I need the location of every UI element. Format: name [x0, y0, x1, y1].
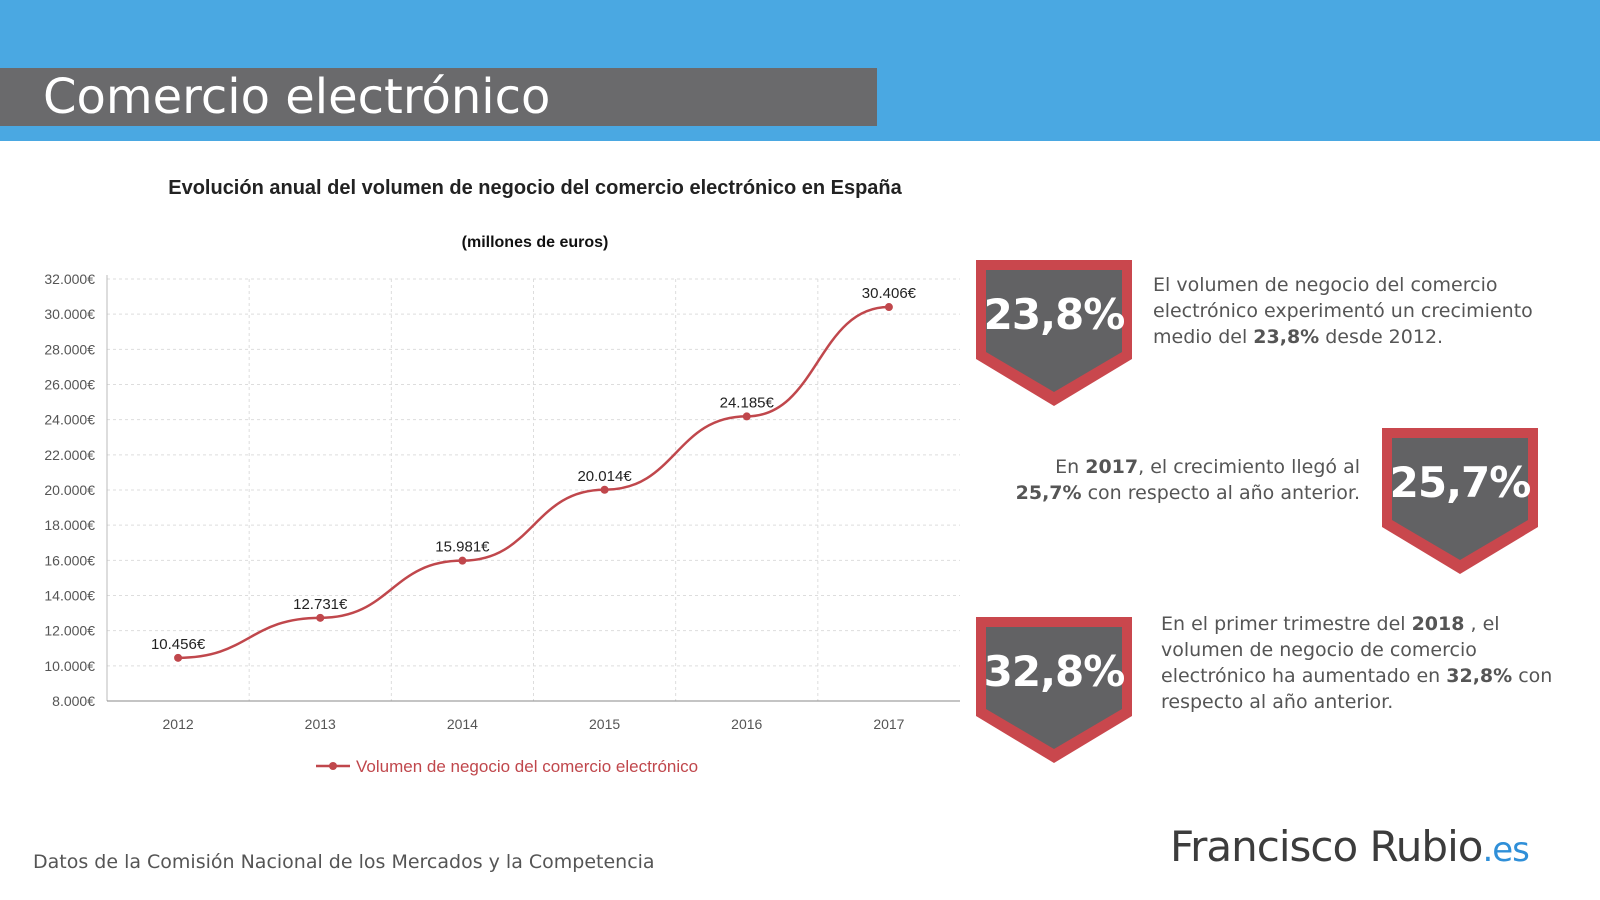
data-label: 20.014€: [577, 468, 632, 485]
data-label: 30.406€: [862, 285, 917, 302]
y-tick-label: 20.000€: [44, 482, 95, 498]
source-note: Datos de la Comisión Nacional de los Mer…: [33, 851, 655, 873]
x-tick-label: 2015: [589, 716, 620, 732]
x-tick-label: 2017: [873, 716, 904, 732]
logo-text: Francisco Rubio: [1170, 822, 1483, 871]
y-tick-label: 26.000€: [44, 377, 95, 393]
data-point: [174, 653, 183, 662]
line-chart: 8.000€ 10.000€ 12.000€ 14.000€ 16.000€ 18.000…: [44, 271, 960, 776]
legend-label: Volumen de negocio del comercio electrón…: [356, 757, 698, 776]
stat-text-part: con respecto al año anterior.: [1161, 665, 1553, 713]
stat-text-bold: 25,7%: [1015, 482, 1082, 504]
stat-text-part: con respecto al año anterior.: [1081, 482, 1360, 504]
stat-text-bold: 23,8%: [1253, 326, 1320, 348]
y-tick-label: 30.000€: [44, 306, 95, 322]
stat-text-part: desde 2012.: [1319, 326, 1444, 348]
stat-value: 25,7%: [1389, 458, 1532, 507]
stat-text-part: , el crecimiento llegó al: [1138, 456, 1360, 478]
badge-shape: [1382, 428, 1538, 574]
chart-title: Evolución anual del volumen de negocio d…: [168, 177, 902, 199]
page-title: Comercio electrónico: [43, 69, 551, 125]
legend-swatch-dot: [329, 762, 337, 770]
y-tick-label: 12.000€: [44, 623, 95, 639]
stat-text-part: El volumen de negocio del comercio elect…: [1153, 274, 1533, 348]
stat-text-2: En 2017, el crecimiento llegó al 25,7% c…: [990, 454, 1360, 506]
series-line: [178, 305, 889, 660]
stat-text-part: En el primer trimestre del: [1161, 613, 1412, 635]
data-point: [600, 485, 609, 494]
stat-text-1: El volumen de negocio del comercio elect…: [1153, 272, 1573, 350]
x-tick-label: 2014: [447, 716, 478, 732]
stat-text-bold: 32,8%: [1446, 665, 1513, 687]
y-tick-label: 22.000€: [44, 447, 95, 463]
x-tick-label: 2012: [163, 716, 194, 732]
stat-text-part: En: [1055, 456, 1086, 478]
stat-badge-2: 25,7%: [1382, 428, 1538, 574]
stat-badge-3: 32,8%: [976, 617, 1132, 763]
data-label: 12.731€: [293, 596, 348, 613]
x-tick-label: 2016: [731, 716, 762, 732]
data-point: [316, 613, 325, 622]
brand-logo: Francisco Rubio.es: [1170, 822, 1530, 871]
stat-value: 32,8%: [983, 647, 1126, 696]
badge-shape: [976, 617, 1132, 763]
data-label: 24.185€: [720, 394, 775, 411]
y-tick-label: 28.000€: [44, 341, 95, 357]
data-label: 10.456€: [151, 636, 206, 653]
data-point: [742, 412, 751, 421]
y-tick-label: 8.000€: [52, 693, 95, 709]
stat-value: 23,8%: [983, 290, 1126, 339]
data-label: 15.981€: [435, 539, 490, 556]
y-tick-label: 14.000€: [44, 588, 95, 604]
y-tick-label: 16.000€: [44, 552, 95, 568]
stat-text-bold: 2017: [1085, 456, 1139, 478]
data-point: [458, 556, 467, 565]
stat-text-3: En el primer trimestre del 2018 , el vol…: [1161, 611, 1566, 715]
y-tick-label: 32.000€: [44, 271, 95, 287]
stat-text-bold: 2018: [1411, 613, 1465, 635]
chart-subtitle: (millones de euros): [461, 234, 609, 251]
logo-tld: .es: [1482, 830, 1529, 870]
stat-badge-1: 23,8%: [976, 260, 1132, 406]
y-tick-label: 18.000€: [44, 517, 95, 533]
y-tick-label: 24.000€: [44, 412, 95, 428]
stat-text-part: , el volumen de negocio de comercio elec…: [1161, 613, 1500, 687]
data-point: [884, 303, 893, 312]
y-tick-label: 10.000€: [44, 658, 95, 674]
badge-shape: [976, 260, 1132, 406]
title-bar: Comercio electrónico: [0, 68, 877, 126]
x-tick-label: 2013: [305, 716, 336, 732]
